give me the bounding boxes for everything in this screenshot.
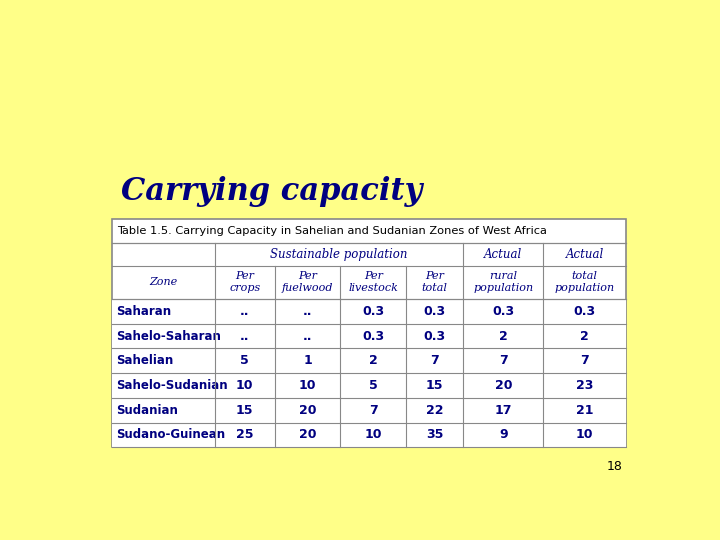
Text: 20: 20 xyxy=(299,404,316,417)
Text: Per
crops: Per crops xyxy=(229,271,261,293)
Text: 0.3: 0.3 xyxy=(574,305,596,318)
Text: ..: .. xyxy=(303,329,312,342)
Bar xyxy=(112,423,626,447)
Text: 0.3: 0.3 xyxy=(362,305,384,318)
Text: Zone: Zone xyxy=(149,277,177,287)
Text: Per
fuelwood: Per fuelwood xyxy=(282,271,333,293)
Text: Actual: Actual xyxy=(485,248,523,261)
Text: 7: 7 xyxy=(499,354,508,367)
Text: Per
total: Per total xyxy=(422,271,448,293)
Text: Table 1.5. Carrying Capacity in Sahelian and Sudanian Zones of West Africa: Table 1.5. Carrying Capacity in Sahelian… xyxy=(117,226,547,235)
Text: 2: 2 xyxy=(369,354,378,367)
Text: Sahelian: Sahelian xyxy=(116,354,174,367)
Text: 15: 15 xyxy=(426,379,444,392)
Text: 0.3: 0.3 xyxy=(423,329,446,342)
Text: 20: 20 xyxy=(299,428,316,442)
Text: 25: 25 xyxy=(236,428,253,442)
Text: 22: 22 xyxy=(426,404,444,417)
Text: 0.3: 0.3 xyxy=(362,329,384,342)
Text: Sustainable population: Sustainable population xyxy=(270,248,408,261)
Text: ..: .. xyxy=(303,305,312,318)
Text: 10: 10 xyxy=(236,379,253,392)
Text: ..: .. xyxy=(240,329,249,342)
Text: 23: 23 xyxy=(576,379,593,392)
Text: ..: .. xyxy=(240,305,249,318)
Text: 18: 18 xyxy=(607,460,623,473)
Text: 7: 7 xyxy=(431,354,439,367)
Text: Sahelo-Sudanian: Sahelo-Sudanian xyxy=(116,379,228,392)
Text: 0.3: 0.3 xyxy=(423,305,446,318)
Text: 10: 10 xyxy=(299,379,316,392)
Text: Per
livestock: Per livestock xyxy=(348,271,398,293)
Text: total
population: total population xyxy=(554,271,615,293)
Text: Carrying capacity: Carrying capacity xyxy=(121,176,423,207)
Text: 10: 10 xyxy=(364,428,382,442)
Text: 5: 5 xyxy=(240,354,249,367)
Text: 9: 9 xyxy=(499,428,508,442)
Text: 35: 35 xyxy=(426,428,444,442)
Text: 0.3: 0.3 xyxy=(492,305,514,318)
Text: rural
population: rural population xyxy=(473,271,534,293)
Text: 15: 15 xyxy=(236,404,253,417)
Text: 7: 7 xyxy=(369,404,378,417)
Text: Sudanian: Sudanian xyxy=(116,404,178,417)
Text: 1: 1 xyxy=(303,354,312,367)
Bar xyxy=(112,299,626,323)
Text: 20: 20 xyxy=(495,379,512,392)
Text: Sudano-Guinean: Sudano-Guinean xyxy=(116,428,225,442)
Text: Sahelo-Saharan: Sahelo-Saharan xyxy=(116,329,221,342)
Text: Saharan: Saharan xyxy=(116,305,171,318)
Text: Actual: Actual xyxy=(566,248,604,261)
Bar xyxy=(112,398,626,423)
Text: 5: 5 xyxy=(369,379,378,392)
Text: 17: 17 xyxy=(495,404,512,417)
Bar xyxy=(112,373,626,398)
Text: 2: 2 xyxy=(499,329,508,342)
Text: 10: 10 xyxy=(576,428,593,442)
Bar xyxy=(112,348,626,373)
Text: 21: 21 xyxy=(576,404,593,417)
Text: 7: 7 xyxy=(580,354,589,367)
Text: 2: 2 xyxy=(580,329,589,342)
Bar xyxy=(112,323,626,348)
